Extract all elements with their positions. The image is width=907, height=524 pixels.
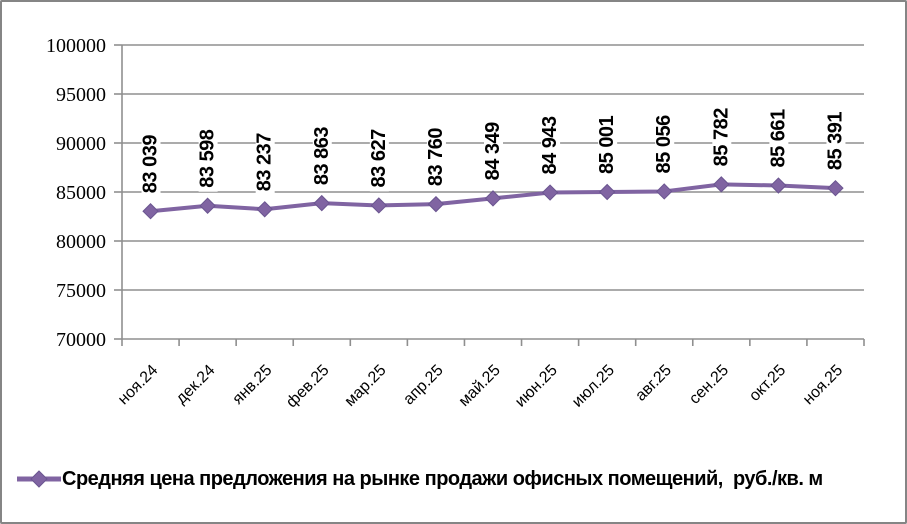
y-axis-tick-label: 95000 <box>56 84 106 106</box>
data-point-marker <box>199 197 216 214</box>
x-axis-tick-label: фев.25 <box>283 362 332 411</box>
x-axis-tick-label: янв.25 <box>229 362 275 408</box>
y-axis-tick-label: 100000 <box>46 35 106 57</box>
data-point-marker <box>713 176 730 193</box>
data-point-marker <box>256 201 273 218</box>
data-point-label: 84 349 <box>482 122 504 181</box>
x-axis-tick-label: май.25 <box>456 362 504 410</box>
x-axis-tick-label: июл.25 <box>569 362 618 411</box>
x-axis-tick-label: мар.25 <box>342 362 390 410</box>
data-point-label: 85 001 <box>596 115 618 174</box>
data-point-label: 83 039 <box>140 135 162 194</box>
data-point-label: 83 760 <box>425 128 447 187</box>
data-point-marker <box>370 197 388 214</box>
data-point-marker <box>427 195 445 213</box>
x-axis-tick-label: ноя.25 <box>800 362 846 408</box>
data-point-marker <box>541 184 559 201</box>
data-point-label: 83 598 <box>197 129 219 188</box>
x-axis-tick-label: ноя.24 <box>115 362 161 408</box>
data-point-label: 85 661 <box>767 109 789 168</box>
y-axis-tick-label: 70000 <box>56 329 106 351</box>
data-point-marker <box>598 183 616 201</box>
x-axis-tick-label: дек.24 <box>173 362 219 408</box>
y-axis-tick-label: 90000 <box>56 133 106 155</box>
data-point-marker <box>484 190 502 207</box>
data-point-marker <box>656 183 673 200</box>
legend: Средняя цена предложения на рынке продаж… <box>16 462 823 496</box>
data-point-label: 83 863 <box>311 127 333 186</box>
x-axis-tick-label: авг.25 <box>632 362 675 405</box>
data-point-marker <box>313 194 330 212</box>
x-axis-tick-label: окт.25 <box>746 362 789 405</box>
legend-label: Средняя цена предложения на рынке продаж… <box>62 467 823 490</box>
data-point-label: 83 237 <box>254 133 276 192</box>
data-point-marker <box>142 203 159 220</box>
axes <box>114 44 865 346</box>
axis-and-data-labels: 70000 75000 80000 85000 90000 95000 100000 ноя.… <box>46 35 846 411</box>
x-axis-tick-label: июн.25 <box>512 362 561 411</box>
data-point-label: 85 782 <box>710 108 732 167</box>
data-point-label: 85 391 <box>824 112 846 171</box>
y-axis-tick-label: 80000 <box>56 231 106 253</box>
data-point-label: 83 627 <box>368 129 390 188</box>
x-axis-tick-label: апр.25 <box>400 362 447 409</box>
y-axis-tick-label: 75000 <box>56 280 106 302</box>
series-line <box>142 176 844 220</box>
data-point-label: 84 943 <box>539 116 561 175</box>
y-axis-tick-label: 85000 <box>56 182 106 204</box>
data-point-label: 85 056 <box>653 115 675 174</box>
data-point-marker <box>770 177 787 194</box>
data-label-backgrounds <box>141 105 846 198</box>
legend-marker-icon <box>17 470 61 488</box>
x-axis-tick-label: сен.25 <box>686 362 732 408</box>
data-point-marker <box>827 179 844 197</box>
